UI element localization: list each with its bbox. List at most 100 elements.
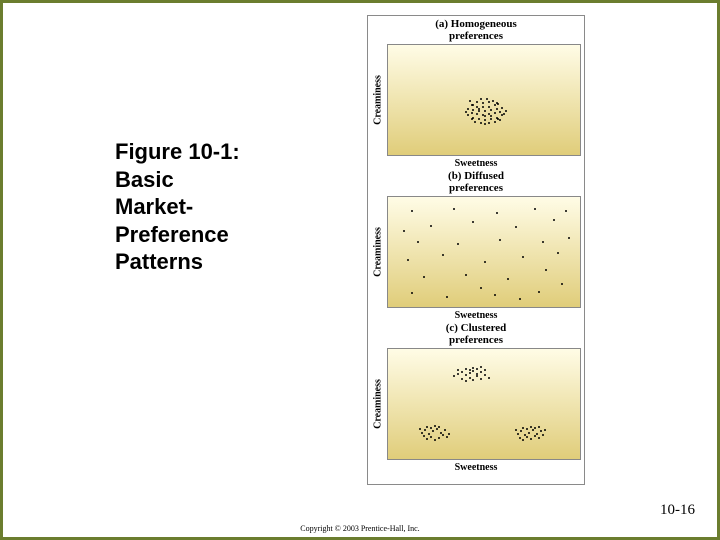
data-point bbox=[426, 438, 428, 440]
page-number: 10-16 bbox=[660, 502, 695, 519]
data-point bbox=[522, 427, 524, 429]
data-point bbox=[476, 113, 478, 115]
panel-b-xlabel: Sweetness bbox=[371, 308, 581, 321]
data-point bbox=[417, 241, 419, 243]
data-point bbox=[436, 428, 438, 430]
data-point bbox=[517, 433, 519, 435]
panel-a-title: (a) Homogeneouspreferences bbox=[371, 18, 581, 44]
data-point bbox=[538, 437, 540, 439]
data-point bbox=[484, 261, 486, 263]
data-point bbox=[490, 109, 492, 111]
data-point bbox=[553, 219, 555, 221]
data-point bbox=[501, 107, 503, 109]
data-point bbox=[421, 432, 423, 434]
data-point bbox=[442, 434, 444, 436]
data-point bbox=[446, 436, 448, 438]
panel-b-plot bbox=[387, 196, 581, 308]
panel-b: (b) Diffusedpreferences Creaminess Sweet… bbox=[371, 170, 581, 322]
data-point bbox=[561, 283, 563, 285]
data-point bbox=[411, 292, 413, 294]
data-point bbox=[453, 375, 455, 377]
data-point bbox=[476, 101, 478, 103]
data-point bbox=[565, 210, 567, 212]
data-point bbox=[544, 429, 546, 431]
data-point bbox=[530, 438, 532, 440]
data-point bbox=[467, 114, 469, 116]
data-point bbox=[534, 435, 536, 437]
data-point bbox=[457, 373, 459, 375]
slide-frame: Figure 10-1: Basic Market- Preference Pa… bbox=[0, 0, 720, 540]
data-point bbox=[482, 106, 484, 108]
data-point bbox=[480, 98, 482, 100]
data-point bbox=[490, 118, 492, 120]
data-point bbox=[478, 110, 480, 112]
data-point bbox=[424, 429, 426, 431]
data-point bbox=[507, 278, 509, 280]
data-point bbox=[496, 108, 498, 110]
panel-b-row: Creaminess bbox=[371, 196, 581, 308]
data-point bbox=[505, 110, 507, 112]
panel-a-xlabel: Sweetness bbox=[371, 156, 581, 169]
data-point bbox=[515, 226, 517, 228]
data-point bbox=[467, 108, 469, 110]
data-point bbox=[494, 121, 496, 123]
panel-a: (a) Homogeneouspreferences Creaminess Sw… bbox=[371, 18, 581, 170]
data-point bbox=[423, 435, 425, 437]
data-point bbox=[497, 103, 499, 105]
data-point bbox=[472, 370, 474, 372]
data-point bbox=[519, 298, 521, 300]
data-point bbox=[472, 104, 474, 106]
data-point bbox=[478, 118, 480, 120]
data-point bbox=[480, 378, 482, 380]
panel-c-plot bbox=[387, 348, 581, 460]
data-point bbox=[494, 294, 496, 296]
data-point bbox=[538, 291, 540, 293]
data-point bbox=[494, 104, 496, 106]
data-point bbox=[488, 377, 490, 379]
panel-c-xlabel: Sweetness bbox=[371, 460, 581, 473]
data-point bbox=[536, 433, 538, 435]
data-point bbox=[484, 123, 486, 125]
data-point bbox=[430, 427, 432, 429]
data-point bbox=[434, 425, 436, 427]
data-point bbox=[472, 367, 474, 369]
panel-b-ylabel: Creaminess bbox=[373, 227, 384, 277]
data-point bbox=[520, 430, 522, 432]
data-point bbox=[465, 374, 467, 376]
data-point bbox=[538, 426, 540, 428]
data-point bbox=[411, 210, 413, 212]
panel-a-row: Creaminess bbox=[371, 44, 581, 156]
data-point bbox=[430, 436, 432, 438]
panel-b-ylabel-wrap: Creaminess bbox=[371, 196, 385, 308]
data-point bbox=[476, 368, 478, 370]
title-line-5: Patterns bbox=[115, 249, 203, 274]
data-point bbox=[407, 259, 409, 261]
data-point bbox=[545, 269, 547, 271]
data-point bbox=[499, 111, 501, 113]
data-point bbox=[438, 426, 440, 428]
data-point bbox=[526, 428, 528, 430]
data-point bbox=[530, 426, 532, 428]
data-point bbox=[444, 429, 446, 431]
data-point bbox=[526, 436, 528, 438]
data-point bbox=[492, 100, 494, 102]
data-point bbox=[484, 119, 486, 121]
data-point bbox=[488, 106, 490, 108]
data-point bbox=[484, 374, 486, 376]
data-point bbox=[469, 377, 471, 379]
data-point bbox=[472, 117, 474, 119]
data-point bbox=[488, 122, 490, 124]
data-point bbox=[499, 119, 501, 121]
panel-c-ylabel: Creaminess bbox=[373, 379, 384, 429]
data-point bbox=[480, 122, 482, 124]
data-point bbox=[532, 429, 534, 431]
data-point bbox=[403, 230, 405, 232]
data-point bbox=[465, 111, 467, 113]
data-point bbox=[484, 110, 486, 112]
data-point bbox=[494, 112, 496, 114]
data-point bbox=[461, 378, 463, 380]
data-point bbox=[568, 237, 570, 239]
data-point bbox=[474, 121, 476, 123]
data-point bbox=[465, 380, 467, 382]
data-point bbox=[503, 113, 505, 115]
